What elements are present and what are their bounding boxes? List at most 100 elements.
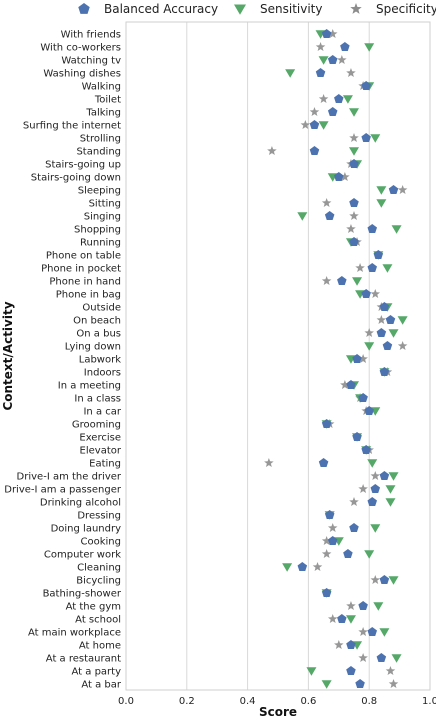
x-tick-label: 0.2 (179, 696, 195, 707)
point-specificity-toilet (318, 94, 329, 104)
y-tick-label-labwork: Labwork (79, 355, 121, 366)
point-balanced-accuracy-standing (309, 146, 320, 156)
point-sensitivity-watching-tv (318, 56, 329, 65)
point-balanced-accuracy-walking (361, 81, 371, 91)
legend-marker-specificity (350, 3, 362, 14)
point-specificity-drive-i-am-the-driver (370, 471, 381, 481)
y-tick-label-cleaning: Cleaning (77, 563, 121, 574)
point-balanced-accuracy-at-school (337, 614, 347, 624)
point-sensitivity-surfing-the-internet (318, 121, 329, 130)
legend-marker-balanced-accuracy (78, 3, 90, 14)
point-balanced-accuracy-in-a-class (358, 393, 368, 403)
point-balanced-accuracy-indoors (379, 367, 390, 377)
point-sensitivity-phone-in-pocket (382, 264, 393, 273)
point-balanced-accuracy-outside (379, 302, 390, 312)
point-balanced-accuracy-sleeping (388, 185, 399, 195)
point-balanced-accuracy-strolling (361, 133, 371, 143)
point-balanced-accuracy-washing-dishes (315, 68, 326, 78)
point-balanced-accuracy-watching-tv (327, 55, 338, 65)
y-tick-label-talking: Talking (85, 108, 121, 119)
point-balanced-accuracy-sitting (349, 198, 359, 208)
y-tick-label-standing: Standing (76, 147, 121, 158)
point-balanced-accuracy-singing (324, 211, 335, 221)
x-axis: 0.0 0.2 0.4 0.6 0.8 1.0 (118, 696, 436, 707)
y-tick-label-doing-laundry: Doing laundry (51, 524, 122, 535)
point-balanced-accuracy-running (349, 237, 359, 247)
point-specificity-at-a-restaurant (358, 653, 368, 663)
point-balanced-accuracy-elevator (361, 445, 371, 455)
point-balanced-accuracy-dressing (324, 510, 335, 520)
y-tick-label-singing: Singing (84, 212, 121, 223)
y-tick-label-shopping: Shopping (74, 225, 121, 236)
y-tick-label-watching-tv: Watching tv (61, 56, 121, 67)
point-specificity-computer-work (321, 549, 332, 559)
point-sensitivity-strolling (370, 134, 381, 143)
y-tick-label-walking: Walking (82, 82, 121, 93)
point-balanced-accuracy-in-a-car (364, 406, 374, 416)
point-sensitivity-doing-laundry (370, 524, 381, 533)
point-balanced-accuracy-surfing-the-internet (309, 120, 320, 130)
y-tick-label-bicycling: Bicycling (76, 576, 121, 587)
point-sensitivity-washing-dishes (285, 69, 296, 78)
point-specificity-in-a-meeting (340, 380, 350, 390)
point-sensitivity-eating (367, 459, 378, 468)
point-balanced-accuracy-talking (327, 107, 338, 117)
y-tick-label-with-co-workers: With co-workers (40, 43, 121, 54)
x-tick-label: 0.4 (240, 696, 256, 707)
point-specificity-with-friends (327, 29, 338, 39)
point-sensitivity-talking (349, 108, 359, 117)
point-balanced-accuracy-phone-in-hand (337, 276, 347, 286)
y-tick-label-with-friends: With friends (61, 30, 121, 41)
point-specificity-doing-laundry (327, 523, 338, 533)
point-specificity-at-main-workplace (358, 627, 368, 637)
y-tick-label-elevator: Elevator (80, 446, 122, 457)
point-specificity-drinking-alcohol (349, 497, 359, 507)
point-specificity-cleaning (312, 562, 323, 572)
legend-label-sensitivity: Sensitivity (260, 2, 322, 16)
x-tick-label: 0.8 (361, 696, 377, 707)
y-axis: With friends With co-workers Watching tv Wa… (4, 30, 122, 691)
point-sensitivity-computer-work (364, 550, 375, 559)
point-balanced-accuracy-toilet (334, 94, 344, 104)
point-sensitivity-shopping (391, 225, 402, 234)
point-specificity-phone-in-hand (321, 276, 332, 286)
point-sensitivity-standing (349, 147, 359, 156)
point-specificity-cooking (321, 536, 332, 546)
y-tick-label-at-a-party: At a party (72, 667, 122, 678)
point-balanced-accuracy-eating (318, 458, 329, 468)
y-tick-label-eating: Eating (89, 459, 121, 470)
y-tick-label-strolling: Strolling (80, 134, 121, 145)
point-balanced-accuracy-bathing-shower (321, 588, 332, 598)
point-specificity-phone-in-pocket (355, 263, 365, 273)
y-tick-label-lying-down: Lying down (65, 342, 121, 353)
point-specificity-shopping (346, 224, 356, 234)
point-balanced-accuracy-at-home (346, 640, 356, 650)
point-balanced-accuracy-grooming (321, 419, 332, 429)
point-balanced-accuracy-at-a-party (346, 666, 356, 676)
point-balanced-accuracy-with-friends (321, 29, 332, 39)
legend-label-balanced-accuracy: Balanced Accuracy (104, 2, 218, 16)
point-balanced-accuracy-with-co-workers (340, 42, 350, 52)
point-specificity-strolling (349, 133, 359, 143)
point-specificity-at-school (327, 614, 338, 624)
point-sensitivity-toilet (342, 95, 353, 104)
point-specificity-on-a-bus (364, 328, 374, 338)
y-tick-label-at-a-bar: At a bar (81, 680, 122, 691)
x-tick-label: 0.6 (300, 696, 316, 707)
y-tick-label-computer-work: Computer work (44, 550, 121, 561)
point-specificity-sleeping (397, 185, 408, 195)
grid (125, 22, 431, 690)
point-balanced-accuracy-lying-down (382, 341, 393, 351)
point-balanced-accuracy-computer-work (343, 549, 353, 559)
y-tick-label-phone-in-pocket: Phone in pocket (41, 264, 121, 275)
point-sensitivity-phone-in-hand (352, 277, 363, 286)
y-tick-label-stairs-going-up: Stairs-going up (45, 160, 121, 171)
point-specificity-drive-i-am-a-passenger (358, 484, 368, 494)
y-tick-label-grooming: Grooming (72, 420, 121, 431)
y-tick-label-phone-in-hand: Phone in hand (49, 277, 121, 288)
point-specificity-at-home (334, 640, 344, 650)
y-tick-label-in-a-meeting: In a meeting (58, 381, 121, 392)
y-tick-label-running: Running (80, 238, 121, 249)
y-tick-label-at-home: At home (79, 641, 121, 652)
